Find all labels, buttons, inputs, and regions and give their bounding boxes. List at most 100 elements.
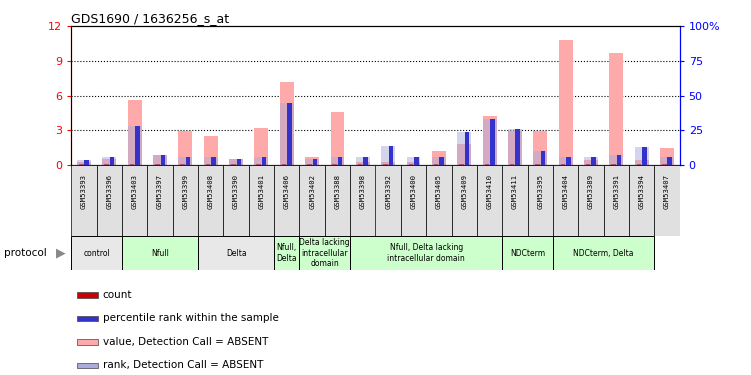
Text: GSM53406: GSM53406 (284, 174, 290, 208)
Text: protocol: protocol (4, 248, 47, 258)
Bar (350, 236, 502, 270)
Bar (465, 132, 469, 165)
Bar (515, 129, 520, 165)
Text: control: control (83, 249, 110, 258)
Bar (77, 363, 98, 368)
Bar (274, 165, 300, 236)
Bar (102, 159, 116, 165)
Bar (135, 126, 140, 165)
Text: GSM53390: GSM53390 (233, 174, 239, 208)
Bar (432, 151, 446, 165)
Bar (79, 164, 83, 165)
Text: Nfull,
Delta: Nfull, Delta (276, 243, 297, 263)
Bar (508, 129, 522, 165)
Text: GSM53404: GSM53404 (562, 174, 569, 208)
Bar (578, 165, 604, 236)
Text: GSM53403: GSM53403 (131, 174, 137, 208)
Bar (566, 158, 571, 165)
Bar (330, 158, 345, 165)
Bar (204, 136, 218, 165)
Text: GSM53394: GSM53394 (638, 174, 644, 208)
Bar (224, 165, 249, 236)
Bar (654, 165, 680, 236)
Bar (609, 53, 623, 165)
Bar (553, 165, 578, 236)
Text: Nfull: Nfull (151, 249, 169, 258)
Bar (409, 164, 413, 165)
Bar (71, 236, 122, 270)
Bar (102, 158, 116, 165)
Bar (282, 164, 286, 165)
Bar (104, 164, 109, 165)
Bar (249, 165, 274, 236)
Bar (559, 158, 572, 165)
Text: GSM53408: GSM53408 (208, 174, 214, 208)
Bar (591, 158, 596, 165)
Text: GSM53397: GSM53397 (157, 174, 163, 208)
Bar (97, 165, 122, 236)
Text: GSM53410: GSM53410 (487, 174, 493, 208)
Bar (406, 162, 421, 165)
Bar (71, 165, 97, 236)
Bar (535, 164, 540, 165)
Bar (609, 155, 623, 165)
Text: GSM53388: GSM53388 (334, 174, 340, 208)
Text: GSM53395: GSM53395 (537, 174, 543, 208)
Bar (388, 146, 394, 165)
Bar (502, 165, 527, 236)
Text: GSM53399: GSM53399 (182, 174, 189, 208)
Bar (586, 164, 590, 165)
Bar (477, 165, 502, 236)
Text: GSM53392: GSM53392 (385, 174, 391, 208)
Bar (161, 155, 165, 165)
Bar (122, 165, 147, 236)
Bar (584, 160, 598, 165)
Bar (439, 157, 444, 165)
Bar (262, 158, 267, 165)
Text: NDCterm: NDCterm (510, 249, 545, 258)
Bar (229, 159, 243, 165)
Bar (508, 132, 522, 165)
Bar (307, 164, 312, 165)
Bar (483, 116, 496, 165)
Bar (527, 165, 553, 236)
Bar (629, 165, 654, 236)
Bar (173, 165, 198, 236)
Bar (256, 164, 261, 165)
Bar (484, 164, 489, 165)
Text: GSM53402: GSM53402 (309, 174, 315, 208)
Text: GSM53401: GSM53401 (258, 174, 264, 208)
Bar (604, 165, 629, 236)
Bar (457, 144, 471, 165)
Bar (459, 164, 464, 165)
Bar (432, 157, 446, 165)
Bar (376, 165, 401, 236)
Bar (584, 158, 598, 165)
Bar (617, 155, 621, 165)
Text: ▶: ▶ (56, 247, 66, 259)
Bar (635, 160, 649, 165)
Bar (77, 162, 91, 165)
Bar (153, 155, 167, 165)
Bar (110, 158, 114, 165)
Bar (541, 151, 545, 165)
Bar (255, 158, 268, 165)
Bar (635, 147, 649, 165)
Bar (305, 159, 319, 165)
Bar (338, 158, 342, 165)
Bar (300, 165, 324, 236)
Bar (180, 164, 185, 165)
Bar (427, 165, 451, 236)
Bar (147, 165, 173, 236)
Bar (533, 132, 547, 165)
Bar (305, 157, 319, 165)
Bar (333, 164, 337, 165)
Text: GSM53396: GSM53396 (107, 174, 113, 208)
Bar (198, 236, 274, 270)
Bar (185, 158, 191, 165)
Bar (155, 164, 160, 165)
Bar (229, 159, 243, 165)
Bar (237, 159, 241, 165)
Bar (300, 236, 350, 270)
Bar (383, 164, 388, 165)
